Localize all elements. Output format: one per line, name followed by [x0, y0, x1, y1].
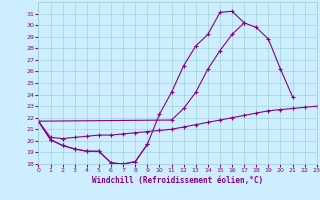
X-axis label: Windchill (Refroidissement éolien,°C): Windchill (Refroidissement éolien,°C)	[92, 176, 263, 185]
